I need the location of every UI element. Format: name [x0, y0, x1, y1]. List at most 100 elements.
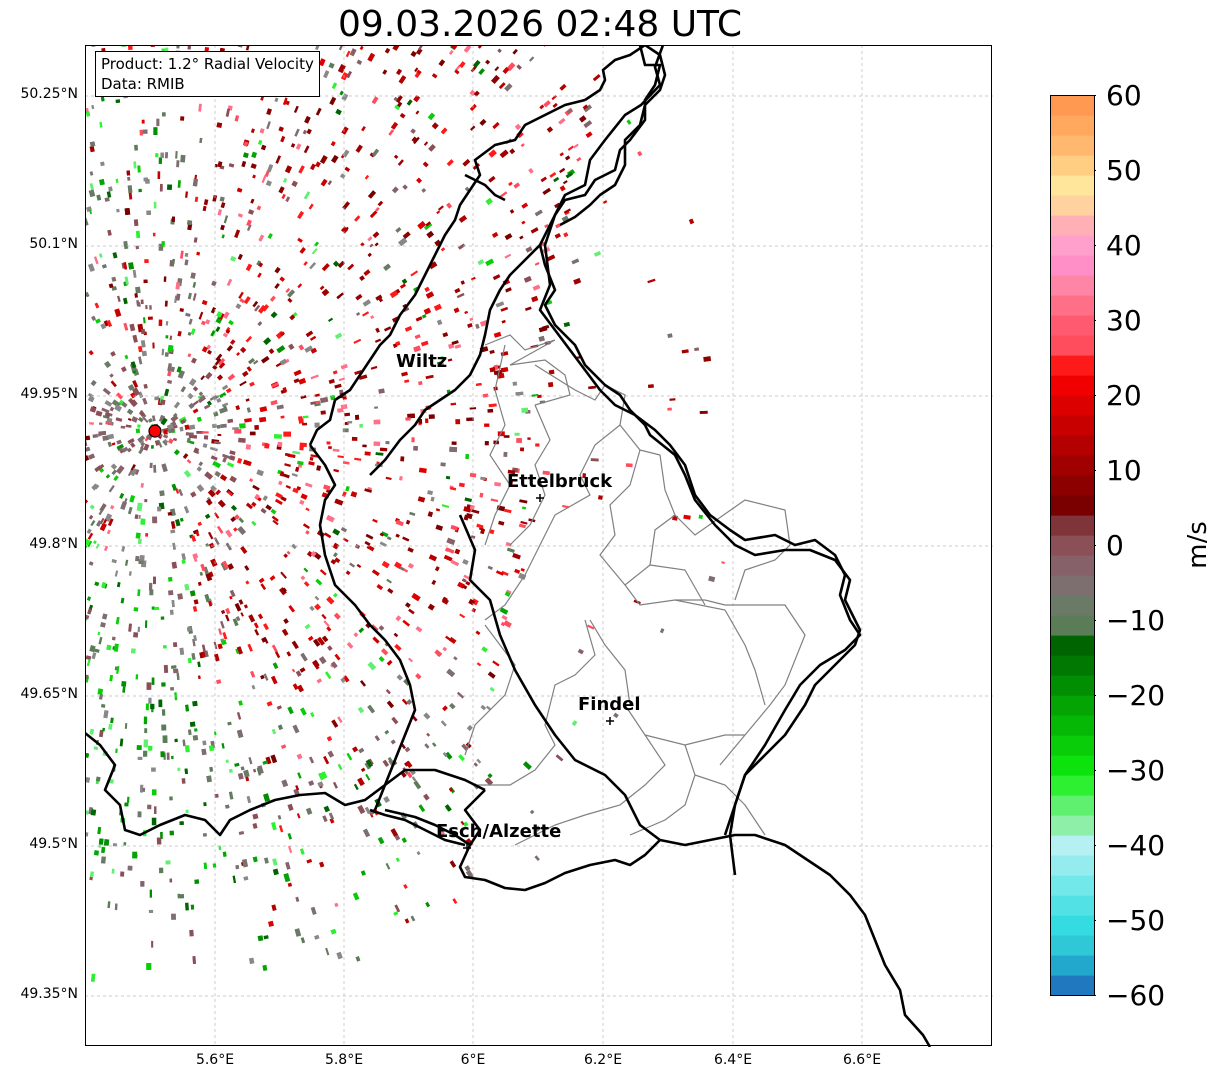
velocity-echo-pixel	[249, 431, 256, 436]
velocity-echo-pixel	[212, 395, 217, 401]
velocity-echo-pixel	[404, 918, 410, 924]
velocity-echo-pixel	[144, 259, 149, 264]
velocity-echo-pixel	[290, 143, 296, 148]
velocity-echo-pixel	[248, 757, 253, 765]
velocity-echo-pixel	[342, 461, 350, 465]
velocity-echo-pixel	[434, 239, 442, 247]
velocity-echo-pixel	[296, 486, 302, 491]
velocity-echo-pixel	[140, 441, 146, 447]
velocity-echo-pixel	[275, 492, 283, 499]
velocity-echo-pixel	[372, 636, 380, 644]
velocity-echo-pixel	[332, 528, 341, 536]
velocity-echo-pixel	[317, 781, 324, 788]
velocity-echo-pixel	[425, 418, 429, 424]
velocity-echo-pixel	[287, 706, 294, 715]
velocity-echo-pixel	[266, 163, 274, 173]
colorbar-segment	[1050, 775, 1095, 796]
velocity-echo-pixel	[217, 499, 226, 508]
velocity-echo-pixel	[173, 401, 181, 409]
velocity-echo-pixel	[267, 233, 273, 239]
velocity-echo-pixel	[126, 796, 130, 803]
velocity-echo-pixel	[189, 378, 197, 387]
velocity-echo-pixel	[142, 416, 149, 423]
velocity-echo-pixel	[450, 486, 457, 491]
velocity-echo-pixel	[236, 646, 243, 655]
velocity-echo-pixel	[549, 171, 557, 178]
colorbar-segment	[1050, 595, 1095, 616]
velocity-echo-pixel	[266, 701, 273, 707]
velocity-echo-pixel	[136, 745, 142, 750]
velocity-echo-pixel	[310, 906, 317, 915]
velocity-echo-pixel	[659, 628, 665, 634]
velocity-echo-pixel	[128, 571, 132, 576]
velocity-echo-pixel	[269, 575, 276, 581]
velocity-echo-pixel	[364, 451, 371, 456]
velocity-echo-pixel	[159, 490, 165, 497]
velocity-echo-pixel	[283, 618, 289, 624]
velocity-echo-pixel	[439, 830, 445, 836]
velocity-echo-pixel	[299, 848, 305, 855]
velocity-echo-pixel	[253, 359, 259, 365]
velocity-echo-pixel	[181, 559, 186, 565]
velocity-echo-pixel	[387, 588, 394, 594]
velocity-echo-pixel	[179, 517, 184, 522]
velocity-echo-pixel	[108, 186, 113, 192]
velocity-echo-pixel	[328, 446, 332, 450]
velocity-echo-pixel	[167, 379, 172, 384]
velocity-echo-pixel	[469, 407, 477, 410]
velocity-echo-pixel	[158, 319, 163, 327]
colorbar-segment	[1050, 735, 1095, 756]
colorbar-tick: 40	[1106, 229, 1142, 262]
velocity-echo-pixel	[338, 64, 346, 74]
velocity-echo-pixel	[470, 276, 476, 281]
velocity-echo-pixel	[332, 448, 340, 452]
velocity-echo-pixel	[303, 191, 311, 200]
velocity-echo-pixel	[125, 424, 132, 428]
velocity-echo-pixel	[334, 557, 341, 564]
velocity-echo-pixel	[123, 322, 129, 331]
velocity-echo-pixel	[196, 431, 204, 434]
velocity-echo-pixel	[420, 340, 429, 347]
velocity-echo-pixel	[269, 295, 276, 302]
velocity-echo-pixel	[144, 620, 148, 628]
velocity-echo-pixel	[89, 871, 94, 878]
velocity-echo-pixel	[527, 437, 531, 440]
velocity-echo-pixel	[326, 626, 332, 632]
velocity-echo-pixel	[332, 781, 338, 789]
velocity-echo-pixel	[116, 665, 120, 674]
velocity-echo-pixel	[425, 221, 431, 227]
colorbar-segment	[1050, 335, 1095, 356]
velocity-echo-pixel	[349, 562, 356, 568]
velocity-echo-pixel	[241, 160, 247, 168]
velocity-echo-pixel	[283, 431, 291, 437]
velocity-echo-pixel	[449, 860, 457, 868]
velocity-echo-pixel	[371, 96, 379, 105]
velocity-echo-pixel	[191, 357, 197, 364]
velocity-echo-pixel	[201, 299, 208, 306]
velocity-echo-pixel	[558, 117, 566, 125]
velocity-echo-pixel	[171, 665, 177, 669]
velocity-echo-pixel	[251, 151, 258, 159]
velocity-echo-pixel	[160, 399, 166, 406]
velocity-echo-pixel	[280, 496, 287, 502]
velocity-echo-pixel	[386, 536, 392, 541]
velocity-echo-pixel	[466, 724, 473, 732]
velocity-echo-pixel	[221, 402, 229, 408]
velocity-echo-pixel	[395, 226, 402, 233]
velocity-echo-pixel	[197, 661, 201, 668]
velocity-echo-pixel	[215, 326, 221, 332]
velocity-echo-pixel	[181, 778, 186, 784]
velocity-echo-pixel	[278, 825, 284, 833]
velocity-echo-pixel	[281, 193, 286, 200]
velocity-echo-pixel	[523, 276, 532, 283]
velocity-echo-pixel	[307, 635, 314, 642]
velocity-echo-pixel	[169, 878, 173, 883]
velocity-echo-pixel	[137, 345, 143, 353]
velocity-echo-pixel	[279, 276, 285, 282]
velocity-echo-pixel	[220, 620, 225, 629]
velocity-echo-pixel	[523, 761, 532, 770]
velocity-echo-pixel	[193, 237, 198, 243]
velocity-echo-pixel	[103, 545, 109, 552]
radar-map[interactable]	[85, 45, 993, 1047]
velocity-echo-pixel	[243, 876, 249, 881]
